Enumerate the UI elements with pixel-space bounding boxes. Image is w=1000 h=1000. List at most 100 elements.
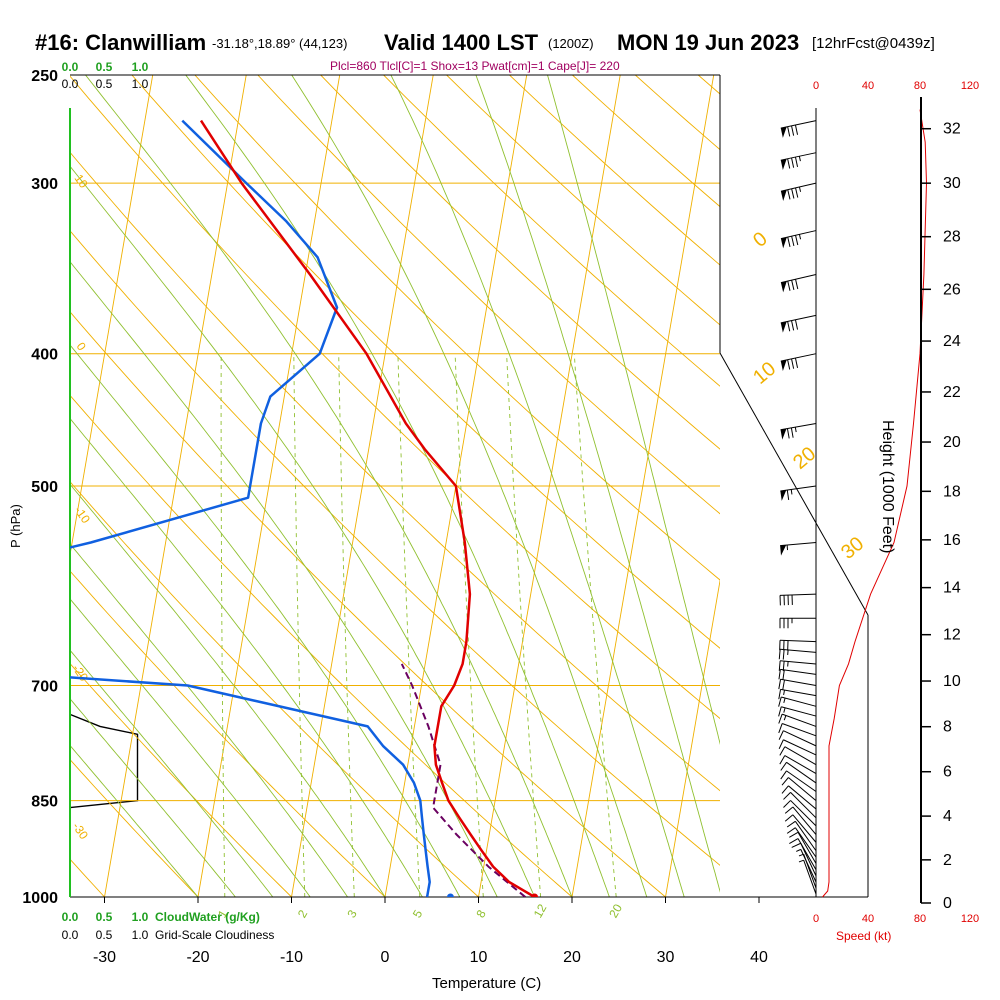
- barb-full: [794, 124, 799, 135]
- wind-barb: [796, 848, 817, 883]
- barb-full: [778, 669, 781, 680]
- barb-half: [783, 715, 787, 721]
- barb-full: [781, 777, 789, 786]
- moist-adiabat: [70, 483, 386, 897]
- barb-flag: [780, 189, 787, 201]
- cloudwater-tick-top: 1.0: [132, 60, 149, 74]
- isotherm-line: [197, 75, 341, 897]
- wind-barb: [798, 859, 817, 895]
- dry-adiabat: [257, 75, 720, 515]
- x-axis-label: Temperature (C): [432, 975, 541, 992]
- height-tick-label: 32: [943, 121, 961, 138]
- dry-adiabat: [508, 75, 720, 266]
- barb-flag: [780, 158, 787, 170]
- mixing-ratio-label: 12: [531, 901, 550, 920]
- speed-tick-label-bottom: 120: [961, 913, 979, 925]
- barb-flag: [780, 428, 787, 440]
- barb-staff: [792, 806, 817, 835]
- barb-staff: [786, 770, 817, 792]
- moist-adiabat: [475, 75, 720, 893]
- barb-full: [794, 156, 799, 167]
- pressure-tick-label: 400: [31, 347, 58, 364]
- barb-half: [798, 234, 802, 240]
- cloudiness-label: Grid-Scale Cloudiness: [155, 928, 274, 942]
- barb-half: [796, 848, 801, 852]
- barb-staff: [797, 832, 817, 864]
- barb-full: [778, 723, 783, 734]
- barb-staff: [780, 668, 817, 675]
- barb-half: [783, 689, 785, 696]
- temperature-tick-label: 20: [563, 949, 581, 966]
- isotherm-label: -20: [70, 662, 92, 685]
- speed-tick-label-top: 40: [862, 80, 874, 92]
- height-tick-label: 20: [943, 434, 961, 451]
- valid-date: MON 19 Jun 2023: [617, 30, 799, 55]
- wind-speed-line: [822, 109, 928, 898]
- dry-adiabat: [445, 75, 720, 326]
- barb-full: [778, 696, 782, 707]
- dry-adiabat: [70, 230, 720, 866]
- barb-flag: [780, 321, 787, 333]
- temperature-tick-label: 40: [750, 949, 768, 966]
- barb-full: [786, 827, 796, 834]
- speed-tick-label-top: 120: [961, 80, 979, 92]
- dry-adiabat: [70, 151, 720, 792]
- barb-full: [787, 158, 791, 169]
- barb-full: [791, 842, 801, 848]
- speed-tick-label-bottom: 40: [862, 913, 874, 925]
- pressure-tick-label: 500: [31, 479, 58, 496]
- mixing-ratio-label: 3: [344, 907, 360, 920]
- forecast-label: [12hrFcst@0439z]: [812, 35, 935, 52]
- wind-barb: [779, 755, 817, 774]
- barb-staff: [780, 230, 817, 240]
- barb-staff: [780, 485, 817, 492]
- parcel-trace: [400, 663, 526, 897]
- wind-barb: [778, 648, 817, 660]
- barb-staff: [784, 755, 817, 774]
- barb-staff: [788, 785, 817, 810]
- barb-staff: [790, 792, 817, 819]
- barb-staff: [781, 706, 817, 717]
- dry-adiabat: [70, 481, 480, 897]
- moist-adiabat: [185, 75, 610, 897]
- wind-barb: [779, 593, 817, 606]
- wind-barb: [781, 785, 817, 810]
- isotherm-line: [478, 75, 621, 897]
- isotherm-line: [104, 75, 247, 897]
- barb-full: [783, 792, 791, 800]
- barb-full: [795, 235, 799, 246]
- wind-barb: [778, 739, 817, 756]
- height-tick-label: 4: [943, 808, 952, 825]
- height-tick-label: 8: [943, 719, 952, 736]
- isotherm-line: [70, 75, 154, 558]
- station-title: #16: Clanwilliam: [35, 30, 206, 55]
- barb-full: [782, 669, 785, 680]
- barb-full: [791, 236, 795, 247]
- wind-barbs: [778, 120, 817, 895]
- barb-full: [790, 427, 794, 438]
- barb-full: [778, 706, 782, 717]
- cloudiness-line: [69, 713, 139, 809]
- moist-adiabat: [547, 75, 720, 745]
- barb-flag: [780, 359, 787, 371]
- height-tick-label: 18: [943, 483, 961, 500]
- barb-full: [786, 489, 790, 501]
- wind-barb: [779, 639, 817, 651]
- barb-full: [782, 661, 785, 672]
- barb-full: [778, 713, 783, 724]
- surface-dewpoint-dot: [446, 893, 454, 897]
- moist-adiabat: [291, 75, 648, 897]
- wind-barb: [780, 770, 817, 792]
- barb-half: [783, 707, 786, 713]
- barb-staff: [782, 723, 817, 737]
- barb-full: [787, 280, 791, 291]
- pressure-tick-label: 300: [31, 176, 58, 193]
- height-tick-label: 28: [943, 229, 961, 246]
- barb-full: [779, 746, 786, 756]
- barb-staff: [783, 730, 817, 747]
- cloudiness-tick-bottom: 1.0: [132, 928, 149, 942]
- barb-staff: [780, 660, 817, 665]
- barb-full: [787, 321, 791, 332]
- height-tick-label: 14: [943, 580, 961, 597]
- barb-full: [783, 800, 791, 808]
